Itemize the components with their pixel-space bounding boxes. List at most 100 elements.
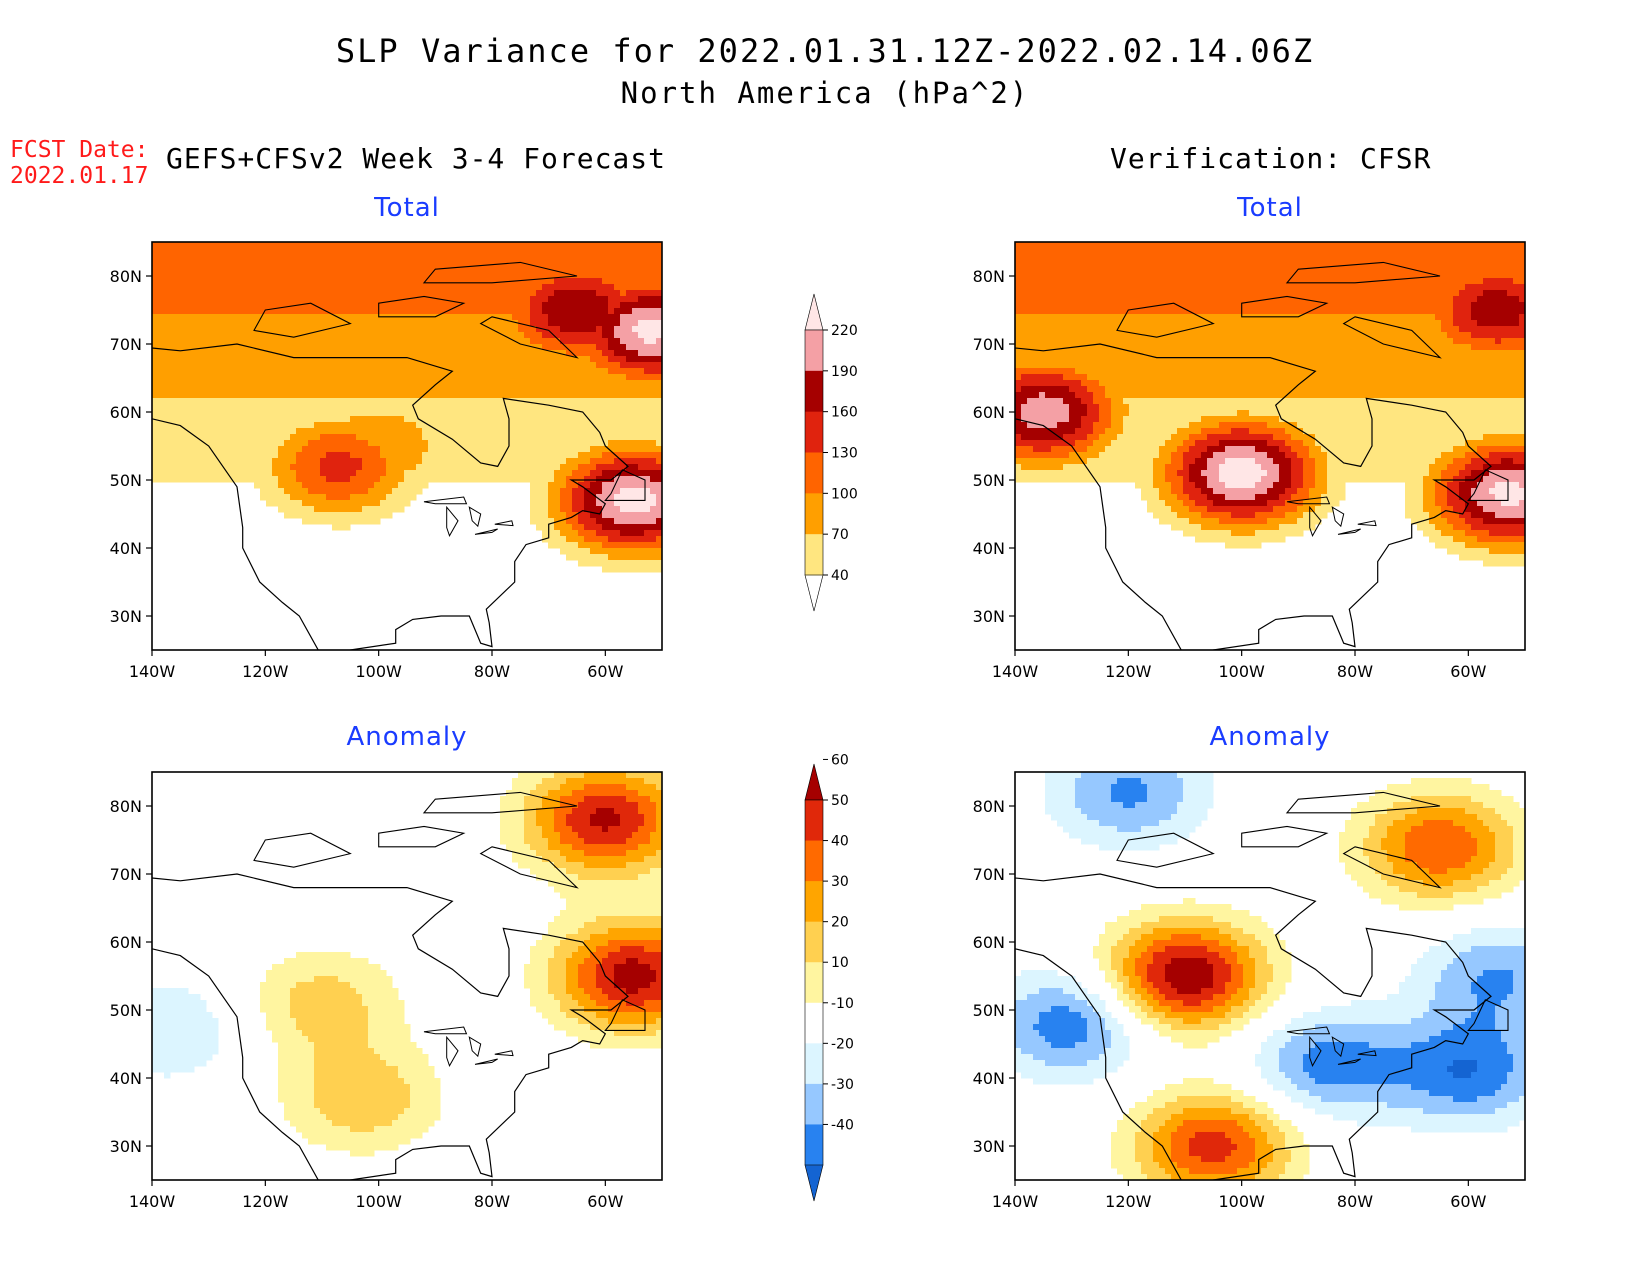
field-cell: [368, 398, 375, 405]
field-cell: [242, 278, 249, 285]
field-cell: [1345, 266, 1352, 273]
field-cell: [566, 326, 573, 333]
field-cell: [614, 482, 621, 489]
field-cell: [224, 458, 231, 465]
field-cell: [1075, 314, 1082, 321]
field-cell: [572, 260, 579, 267]
field-cell: [458, 464, 465, 471]
field-cell: [488, 434, 495, 441]
field-cell: [1219, 302, 1226, 309]
field-cell: [428, 410, 435, 417]
field-cell: [656, 278, 662, 285]
field-cell: [512, 302, 519, 309]
field-cell: [242, 290, 249, 297]
field-cell: [608, 344, 615, 351]
field-cell: [542, 512, 549, 519]
field-cell: [350, 356, 357, 363]
field-cell: [1087, 266, 1094, 273]
field-cell: [332, 494, 339, 501]
field-cell: [230, 470, 237, 477]
field-cell: [188, 422, 195, 429]
field-cell: [278, 242, 285, 249]
field-cell: [1105, 254, 1112, 261]
field-cell: [650, 266, 657, 273]
field-cell: [200, 296, 207, 303]
field-cell: [410, 374, 417, 381]
field-cell: [464, 452, 471, 459]
field-cell: [1435, 284, 1442, 291]
field-cell: [422, 254, 429, 261]
panel-title-forecast-anomaly: Anomaly: [346, 722, 468, 752]
field-cell: [224, 452, 231, 459]
field-cell: [170, 242, 177, 249]
field-cell: [1237, 284, 1244, 291]
field-cell: [650, 248, 657, 255]
field-cell: [518, 260, 525, 267]
field-cell: [1471, 308, 1478, 315]
field-cell: [344, 464, 351, 471]
field-cell: [248, 272, 255, 279]
field-cell: [1519, 278, 1525, 285]
field-cell: [476, 386, 483, 393]
field-cell: [176, 458, 183, 465]
field-cell: [452, 284, 459, 291]
field-cell: [464, 368, 471, 375]
field-cell: [290, 338, 297, 345]
field-cell: [572, 530, 579, 537]
field-cell: [638, 548, 645, 555]
field-cell: [218, 452, 225, 459]
field-cell: [272, 302, 279, 309]
field-cell: [620, 362, 627, 369]
field-cell: [332, 392, 339, 399]
field-cell: [560, 404, 567, 411]
field-cell: [344, 512, 351, 519]
field-cell: [344, 410, 351, 417]
field-cell: [548, 500, 555, 507]
field-cell: [404, 488, 411, 495]
field-cell: [1501, 254, 1508, 261]
field-cell: [1153, 314, 1160, 321]
field-cell: [590, 308, 597, 315]
field-cell: [200, 476, 207, 483]
field-cell: [452, 350, 459, 357]
field-cell: [434, 308, 441, 315]
field-cell: [446, 458, 453, 465]
field-cell: [608, 458, 615, 465]
field-cell: [536, 416, 543, 423]
field-cell: [236, 458, 243, 465]
field-cell: [620, 404, 627, 411]
field-cell: [398, 290, 405, 297]
field-cell: [422, 464, 429, 471]
field-cell: [1039, 272, 1046, 279]
field-cell: [644, 452, 651, 459]
field-cell: [518, 374, 525, 381]
field-cell: [458, 470, 465, 477]
field-cell: [314, 488, 321, 495]
field-cell: [302, 350, 309, 357]
field-cell: [1063, 266, 1070, 273]
field-cell: [218, 392, 225, 399]
field-cell: [590, 560, 597, 567]
field-cell: [428, 338, 435, 345]
field-cell: [1099, 242, 1106, 249]
field-cell: [170, 434, 177, 441]
field-cell: [278, 296, 285, 303]
field-cell: [638, 494, 645, 501]
field-cell: [224, 440, 231, 447]
field-cell: [368, 392, 375, 399]
field-cell: [182, 356, 189, 363]
field-cell: [248, 470, 255, 477]
field-cell: [188, 332, 195, 339]
field-cell: [614, 524, 621, 531]
field-cell: [536, 326, 543, 333]
field-cell: [428, 434, 435, 441]
field-cell: [542, 440, 549, 447]
field-cell: [614, 518, 621, 525]
field-cell: [542, 482, 549, 489]
field-cell: [518, 320, 525, 327]
field-cell: [578, 560, 585, 567]
field-cell: [158, 458, 165, 465]
field-cell: [152, 320, 159, 327]
field-cell: [308, 278, 315, 285]
field-cell: [638, 404, 645, 411]
